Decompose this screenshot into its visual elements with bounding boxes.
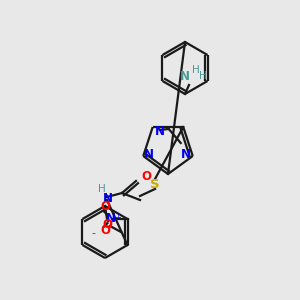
Text: O: O [141, 170, 151, 184]
Text: N: N [103, 193, 113, 206]
Text: N: N [144, 148, 154, 160]
Text: O: O [102, 218, 112, 230]
Text: +: + [114, 212, 121, 221]
Text: S: S [150, 178, 160, 191]
Text: N: N [106, 212, 116, 226]
Text: N: N [155, 125, 165, 139]
Text: H: H [192, 65, 200, 75]
Text: O: O [100, 224, 110, 238]
Text: O: O [100, 200, 110, 214]
Text: N: N [180, 70, 190, 83]
Text: H: H [98, 184, 106, 194]
Text: H: H [199, 71, 207, 81]
Text: -: - [92, 228, 95, 238]
Text: N: N [181, 148, 191, 160]
